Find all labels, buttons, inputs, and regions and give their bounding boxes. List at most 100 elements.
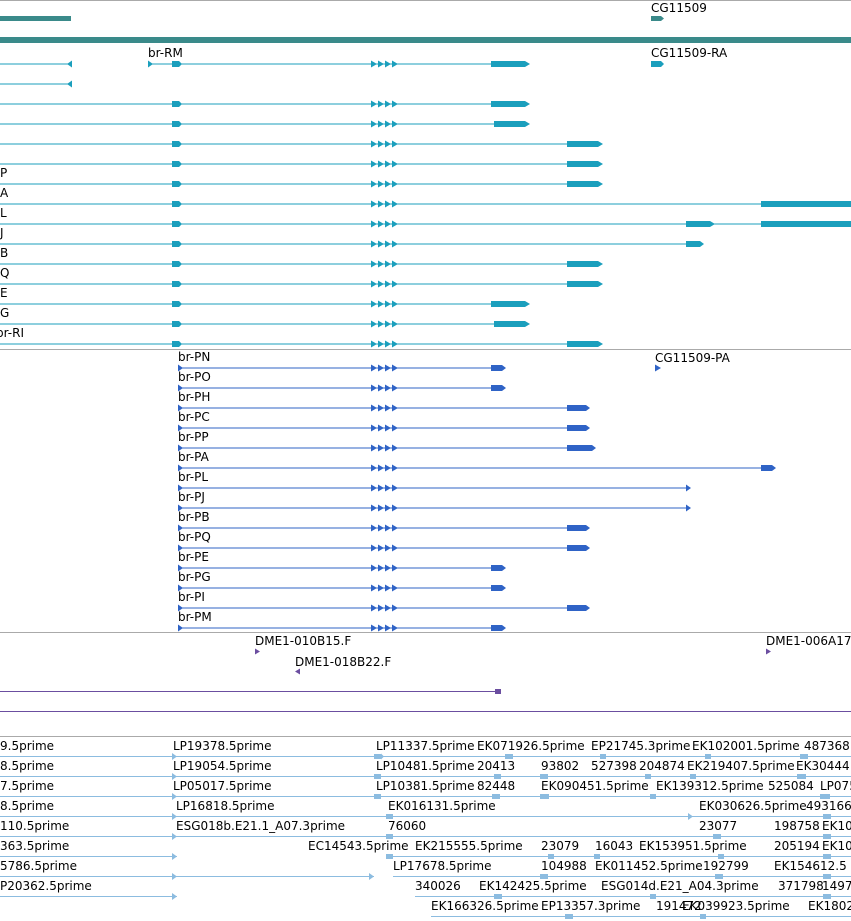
protein-row[interactable] [178,384,506,392]
clone-feature[interactable] [255,648,260,655]
protein-row[interactable] [178,444,596,452]
transcript-row[interactable] [0,260,603,268]
transcript-row[interactable] [0,300,530,308]
est-label: 82448 [477,779,515,793]
transcript-row[interactable] [0,240,704,248]
gene-feature-left[interactable] [0,16,71,21]
est-label: 16043 [595,839,633,853]
transcript-label-cg11509-ra: CG11509-RA [651,46,728,60]
gene-track: CG11509 [0,0,851,43]
est-label: EK139312.5prime [656,779,764,793]
protein-label: br-PN [178,350,210,364]
protein-row[interactable] [178,544,590,552]
transcript-row[interactable] [0,200,851,208]
est-row[interactable] [0,773,851,780]
est-label: 525084 [768,779,814,793]
clone-feature[interactable] [295,668,300,675]
est-label: EP13357.3prime [541,899,640,913]
est-label: EK016131.5prime [388,799,496,813]
est-label: EK071926.5prime [477,739,585,753]
protein-label: br-PI [178,590,205,604]
protein-row[interactable] [178,424,590,432]
est-label: 204874 [639,759,685,773]
est-label: EK142425.5prime [479,879,587,893]
est-label: 7.5prime [0,779,54,793]
est-row[interactable] [0,833,851,840]
est-label: 110.5prime [0,819,69,833]
protein-row[interactable] [178,484,691,492]
est-label: ESG018b.E21.1_A07.3prime [176,819,345,833]
protein-label: br-PO [178,370,211,384]
transcript-row-label: J [0,226,4,240]
est-label: LP19054.5prime [173,759,272,773]
est-label: 192799 [703,859,749,873]
est-label: LP10381.5prime [376,779,475,793]
est-label: EK102001.5prime [692,739,800,753]
est-label: 8.5prime [0,759,54,773]
transcript-row[interactable] [0,120,530,128]
est-label: P20362.5prime [0,879,92,893]
protein-label: br-PJ [178,490,205,504]
transcript-row-label: G [0,306,9,320]
transcript-track: br-RM CG11509-RA [0,46,851,350]
protein-row[interactable] [178,604,590,612]
transcript-row[interactable] [0,140,603,148]
est-label: 371798 [778,879,824,893]
clone-feature[interactable] [766,648,771,655]
est-row[interactable] [0,753,851,760]
protein-row[interactable] [178,364,506,372]
protein-label: br-PL [178,470,208,484]
transcript-row[interactable] [0,320,530,328]
est-label: 191472 [656,899,702,913]
transcript-row[interactable] [0,160,603,168]
protein-label: br-PE [178,550,209,564]
transcript-row[interactable] [0,280,603,288]
protein-track: CG11509-PA br-PN br-PO br-PH br-PC [0,350,851,633]
transcript-row[interactable] [0,60,530,68]
protein-row[interactable] [178,564,506,572]
transcript-label-br-rm: br-RM [148,46,183,60]
est-label: EK1802 [808,899,851,913]
gene-feature-br[interactable] [0,37,851,43]
protein-row[interactable] [178,584,506,592]
transcript-row-label: A [0,186,9,200]
est-label: 363.5prime [0,839,69,853]
est-row-segments[interactable] [431,914,851,919]
est-label: EK153951.5prime [639,839,747,853]
transcript-row[interactable] [0,220,851,228]
est-row-segments[interactable] [0,873,851,880]
transcript-row-label: Q [0,266,9,280]
protein-label: br-PC [178,410,210,424]
est-label: LP11337.5prime [376,739,475,753]
est-row-segments[interactable] [0,893,851,900]
est-label: EK154612.5 [774,859,847,873]
est-label: 5786.5prime [0,859,77,873]
protein-row[interactable] [178,524,590,532]
est-label: EC14543.5prime [308,839,409,853]
protein-row[interactable] [178,624,506,632]
protein-label: br-PQ [178,530,211,544]
clone-label: DME1-010B15.F [255,634,351,648]
est-label: EK30444 [796,759,850,773]
est-row[interactable] [0,793,851,800]
est-row-segments[interactable] [0,853,851,860]
protein-row[interactable] [178,404,590,412]
transcript-row[interactable] [0,180,603,188]
clone-feature-long[interactable] [0,689,501,694]
est-row[interactable] [0,813,851,820]
protein-cg11509-pa[interactable] [655,364,661,372]
est-label: 23077 [699,819,737,833]
gene-feature-cg11509[interactable] [651,16,664,21]
est-label: 527398 [591,759,637,773]
transcript-row[interactable] [0,80,72,88]
est-label: 93802 [541,759,579,773]
transcript-row[interactable] [0,340,603,348]
transcript-row[interactable] [0,100,530,108]
protein-row[interactable] [178,504,691,512]
est-label: 23079 [541,839,579,853]
clone-track: DME1-010B15.F DME1-006A17 DME1-018B22.F [0,634,851,737]
transcript-cg11509-ra[interactable] [651,61,661,67]
est-label: EK030626.5prime [699,799,807,813]
protein-row[interactable] [178,464,776,472]
